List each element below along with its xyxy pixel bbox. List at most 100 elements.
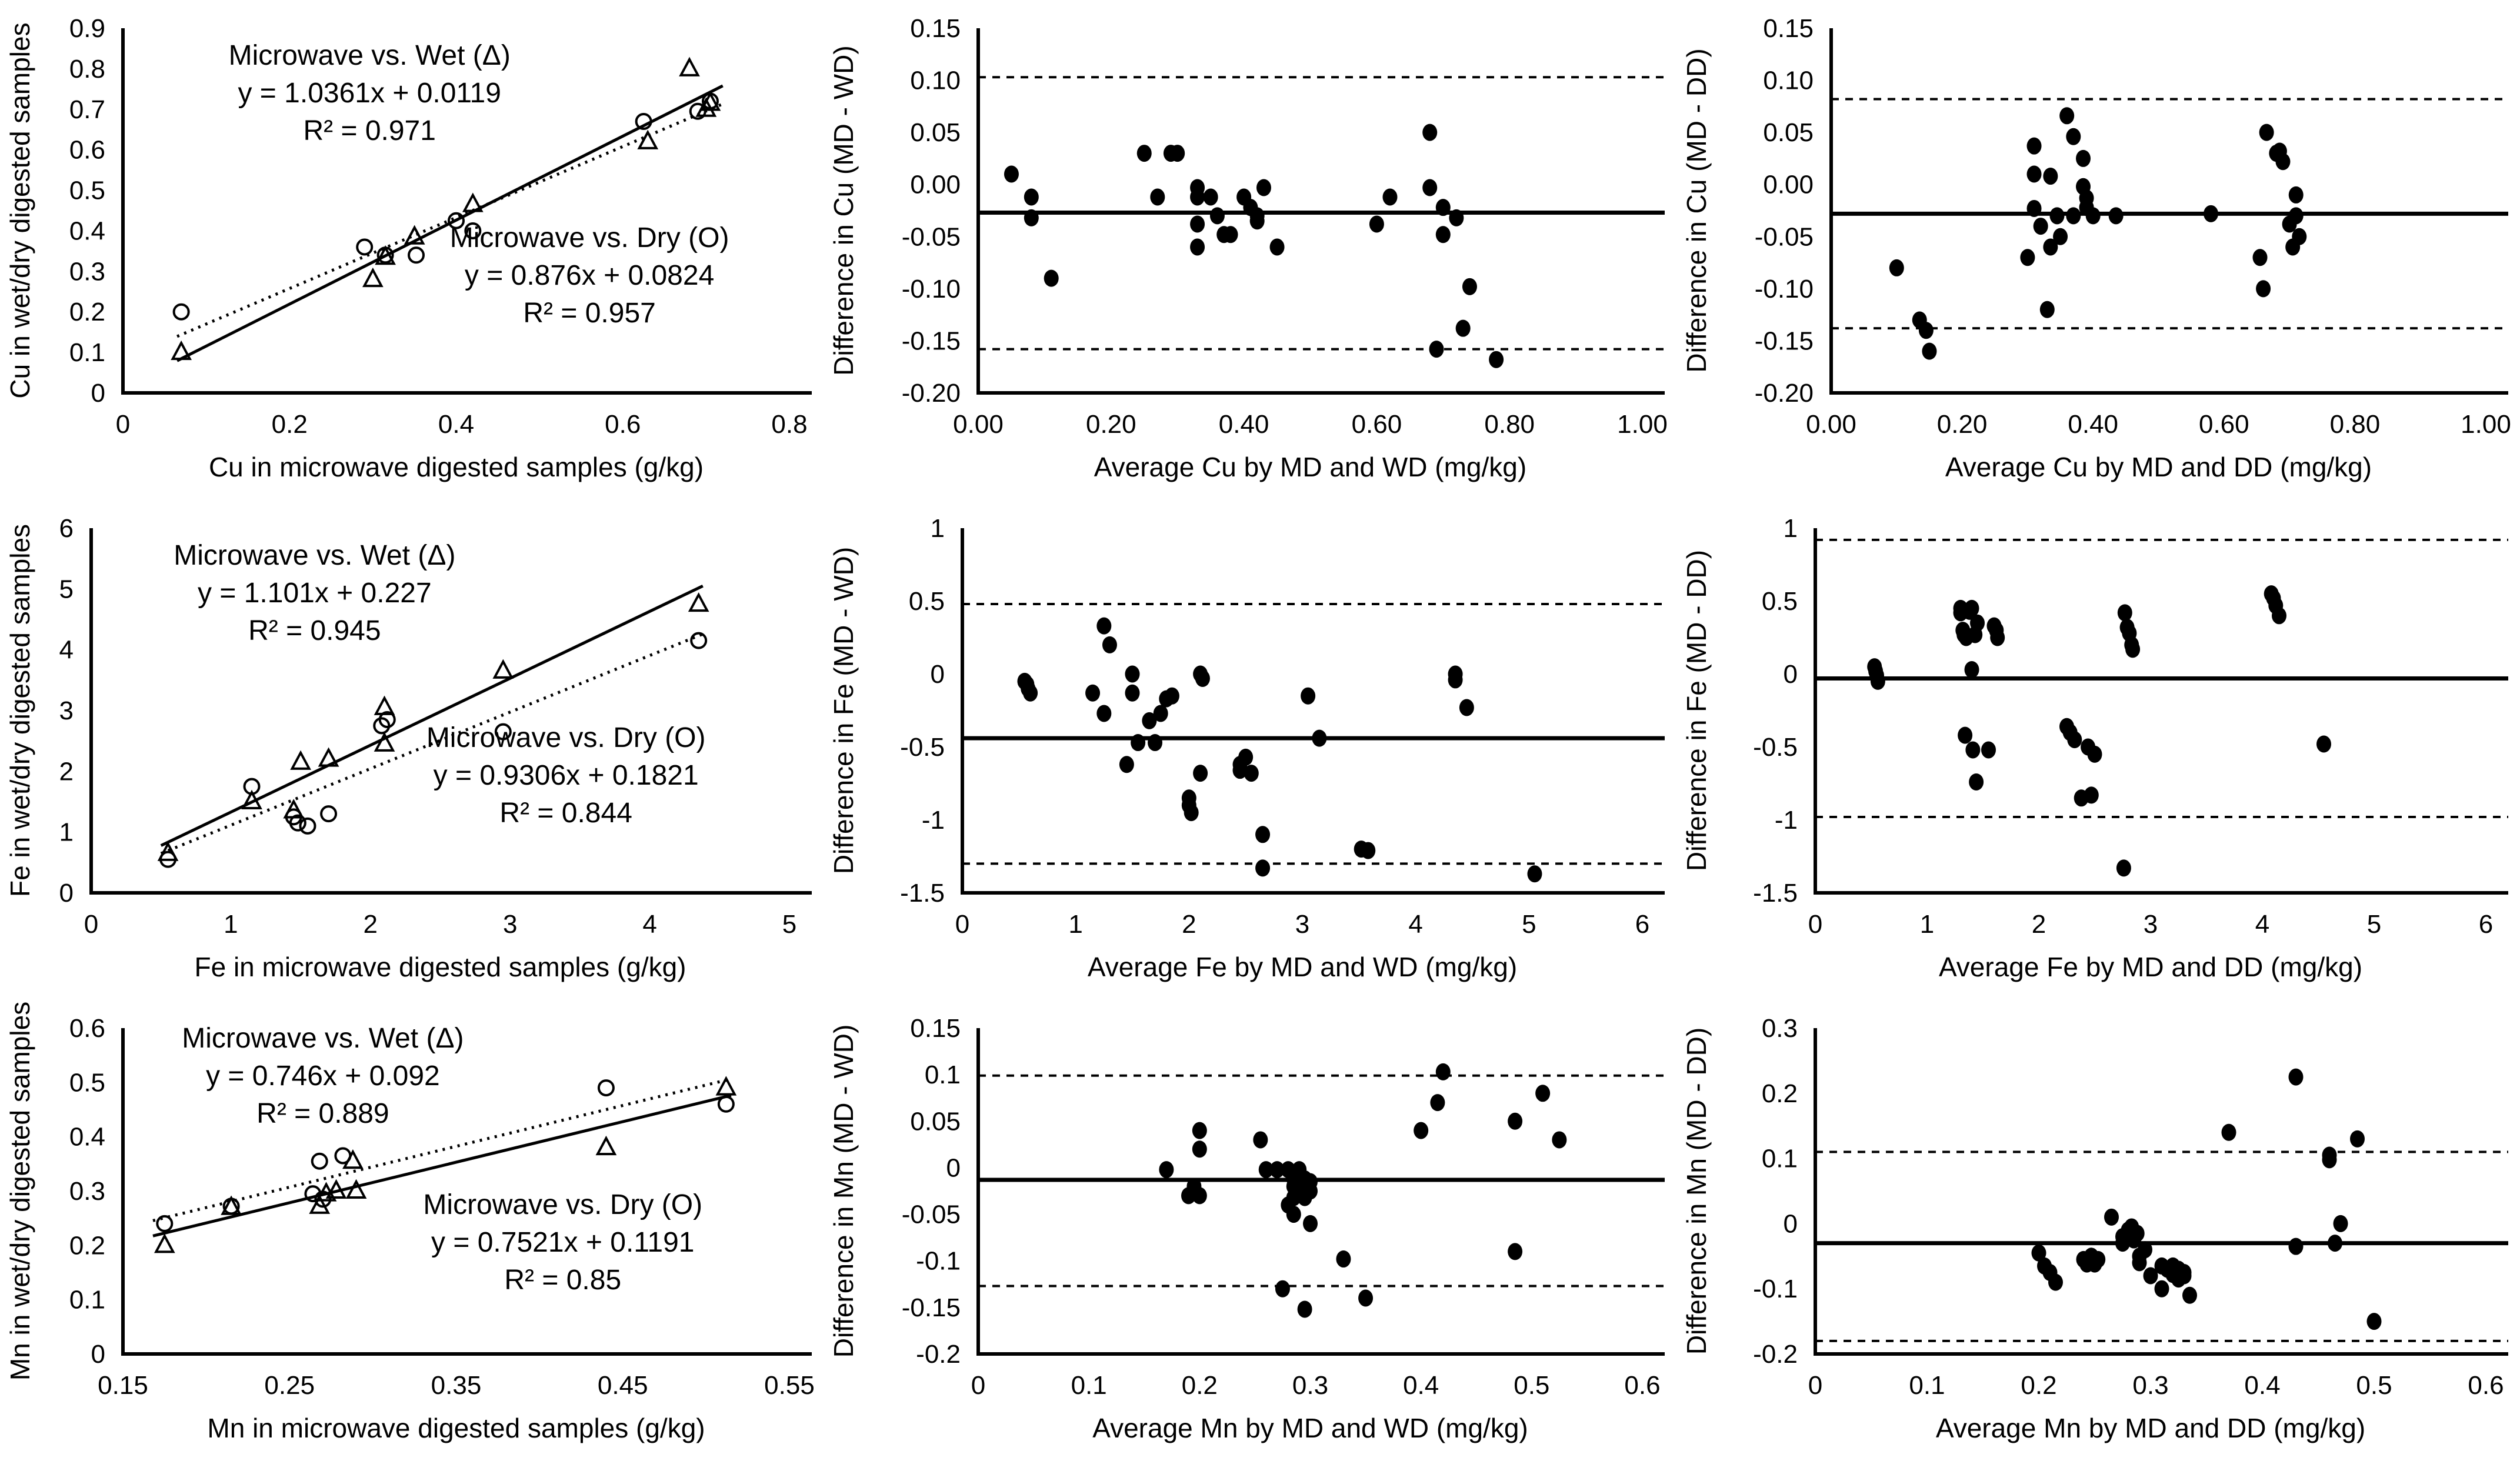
x-tick-label: 6	[1635, 910, 1649, 939]
data-point-dot	[1958, 726, 1973, 744]
data-point-dot	[2084, 786, 2099, 804]
x-axis-title: Average Cu by MD and WD (mg/kg)	[1094, 452, 1526, 482]
regression-annotation: Microwave vs. Wet (Δ)	[229, 40, 511, 71]
x-tick-label: 0.80	[1484, 410, 1535, 439]
x-axis-title: Cu in microwave digested samples (g/kg)	[209, 452, 704, 482]
y-tick-label: -0.1	[916, 1247, 961, 1276]
data-point-dot	[1414, 1122, 1429, 1139]
x-tick-label: 0.15	[98, 1371, 148, 1400]
data-point-dot	[1192, 1187, 1207, 1205]
data-point-dot	[2129, 1225, 2145, 1242]
data-point-dot	[2252, 249, 2268, 266]
data-point-circle	[717, 1095, 735, 1113]
data-point-circle	[635, 112, 652, 130]
x-tick-label: 0.6	[2468, 1371, 2504, 1400]
data-point-dot	[1489, 351, 1504, 368]
data-point-dot	[1024, 188, 1039, 206]
data-point-dot	[1258, 1161, 1274, 1179]
regression-annotation: Microwave vs. Dry (O)	[450, 222, 729, 253]
x-axis-title: Mn in microwave digested samples (g/kg)	[207, 1413, 705, 1443]
data-point-dot	[2288, 207, 2304, 225]
chart-cu-bland-altman-md-dd: 0.00 0.20 0.40 0.60 0.80 1.00 0.15 0.10 0.05 0.00…	[1676, 0, 2520, 500]
x-tick-label: 0.35	[431, 1371, 482, 1400]
y-tick-label: 0.00	[1763, 171, 1814, 199]
data-point-dot	[1004, 165, 1019, 183]
data-point-dot	[1142, 712, 1157, 729]
y-tick-label: -0.20	[1755, 379, 1814, 408]
x-tick-label: 0.60	[1352, 410, 1402, 439]
data-point-dot	[2154, 1280, 2169, 1297]
regression-annotation: y = 0.7521x + 0.1191	[431, 1227, 694, 1258]
y-tick-label: 0	[1784, 660, 1798, 689]
y-axis-title: Fe in wet/dry digested samples	[5, 524, 35, 897]
y-tick-label: 0.10	[910, 66, 961, 95]
x-tick-label: 0.4	[438, 410, 474, 439]
data-point-dot	[1535, 1085, 1551, 1102]
data-point-dot	[1990, 629, 2005, 646]
y-tick-label: 0.15	[1763, 14, 1814, 43]
chart-canvas-fe-regression: 0 1 2 3 4 5 0 1 2 3 4 5 6 Fe in microwave digested sa…	[5, 514, 812, 982]
y-tick-label: -0.1	[1753, 1275, 1798, 1303]
chart-fe-bland-altman-md-wd: 0 1 2 3 4 5 6 1 0.5 0 -0.5 -1 -1.5 Average Fe by MD a…	[824, 500, 1676, 1000]
data-point-dot	[1918, 322, 1934, 339]
y-tick-label: -0.05	[902, 1200, 961, 1229]
x-tick-label: 0.6	[605, 410, 641, 439]
y-tick-label: 0.05	[910, 118, 961, 147]
y-tick-label: 0.1	[69, 1286, 105, 1315]
data-point-dot	[1459, 699, 1474, 716]
y-tick-label: 1	[1784, 514, 1798, 543]
data-point-circle	[464, 222, 482, 239]
data-point-dot	[1430, 1094, 1445, 1112]
x-tick-label: 0.25	[264, 1371, 315, 1400]
x-tick-label: 0	[971, 1371, 985, 1400]
data-point-dot	[1193, 765, 1208, 782]
data-point-circle	[597, 1079, 615, 1097]
data-point-triangle	[637, 129, 659, 149]
data-point-dot	[2288, 186, 2304, 204]
data-point-dot	[2117, 604, 2132, 622]
data-point-dot	[2204, 205, 2219, 222]
data-point-dot	[2322, 1151, 2337, 1169]
data-point-circle	[159, 850, 177, 868]
data-point-dot	[2182, 1286, 2197, 1304]
y-tick-label: 0.3	[69, 257, 105, 286]
data-point-circle	[289, 814, 306, 832]
data-point-dot	[2366, 1313, 2382, 1330]
data-point-dot	[1435, 1063, 1451, 1080]
data-point-circle	[311, 1152, 328, 1170]
data-point-dot	[1096, 705, 1112, 722]
x-tick-label: 0.00	[1806, 410, 1856, 439]
data-point-triangle	[290, 750, 311, 770]
y-tick-label: -0.15	[902, 1293, 961, 1322]
data-point-dot	[1119, 756, 1134, 773]
chart-cu-bland-altman-md-wd: 0.00 0.20 0.40 0.60 0.80 1.00 0.15 0.10 0.05 0.00…	[824, 0, 1676, 500]
y-tick-label: -1	[1775, 806, 1798, 835]
y-tick-label: 1	[931, 514, 945, 543]
data-point-dot	[2053, 228, 2068, 245]
data-point-triangle	[309, 1194, 331, 1214]
data-point-dot	[1429, 341, 1444, 358]
x-tick-label: 2	[364, 910, 378, 939]
y-tick-label: 0.7	[69, 95, 105, 124]
regression-annotation: Microwave vs. Wet (Δ)	[182, 1023, 464, 1054]
data-point-triangle	[715, 1076, 737, 1096]
x-tick-label: 1	[1068, 910, 1082, 939]
x-tick-label: 0.5	[2356, 1371, 2392, 1400]
data-point-dot	[1203, 188, 1218, 206]
y-tick-label: -0.2	[1753, 1340, 1798, 1369]
y-tick-label: -0.05	[1755, 222, 1814, 251]
chart-mn-bland-altman-md-dd: 0 0.1 0.2 0.3 0.4 0.5 0.6 0.3 0.2 0.1 0 -0.1 -0.2 Ave…	[1676, 1000, 2520, 1461]
data-point-triangle	[679, 56, 700, 76]
data-point-dot	[1455, 319, 1471, 337]
x-axis-title: Average Fe by MD and DD (mg/kg)	[1939, 952, 2362, 982]
x-tick-label: 0.1	[1909, 1371, 1945, 1400]
x-tick-label: 0.5	[1514, 1371, 1549, 1400]
y-tick-label: 6	[59, 514, 74, 543]
data-point-dot	[1358, 1289, 1374, 1307]
y-axis-title: Cu in wet/dry digested samples	[5, 22, 35, 398]
regression-annotation: R² = 0.85	[504, 1265, 621, 1296]
regression-annotation: R² = 0.971	[303, 115, 435, 146]
data-point-dot	[1256, 179, 1271, 196]
x-tick-label: 0.6	[1624, 1371, 1660, 1400]
data-point-dot	[2043, 168, 2058, 185]
